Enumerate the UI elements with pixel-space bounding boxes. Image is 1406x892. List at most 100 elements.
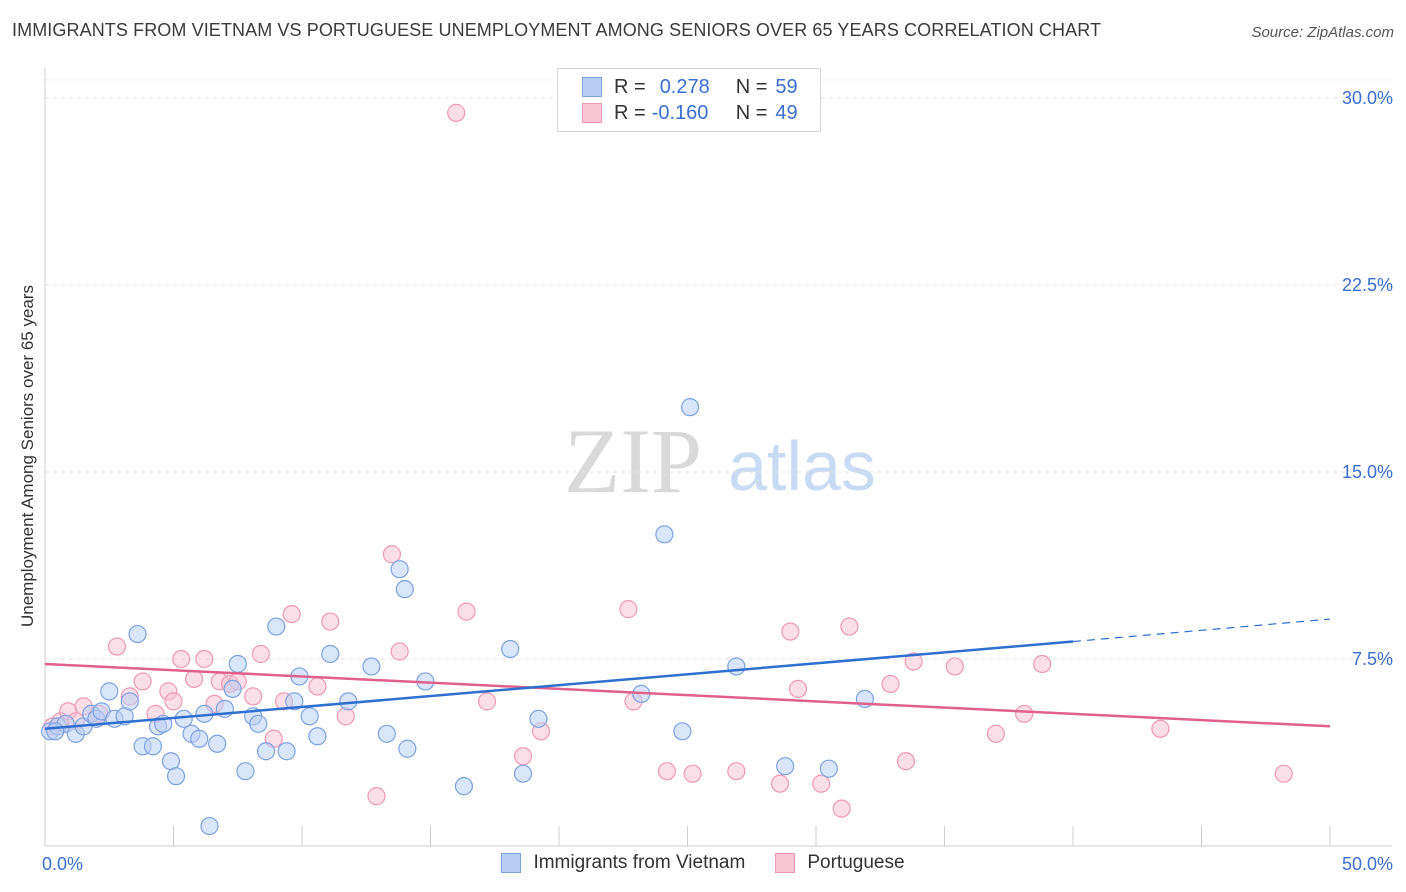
vietnam-point: [529, 709, 548, 728]
vietnam-point: [143, 737, 163, 756]
portuguese-swatch: [582, 103, 602, 123]
portuguese-point: [904, 652, 923, 671]
vietnam-legend-swatch: [501, 853, 522, 873]
portuguese-point: [1015, 704, 1034, 723]
vietnam-point: [819, 759, 838, 778]
legend-row-vietnam: R = 0.278 N = 59: [582, 74, 798, 100]
portuguese-point: [308, 677, 327, 696]
portuguese-point: [832, 799, 851, 818]
vietnam-point: [166, 767, 186, 786]
vietnam-point: [120, 692, 139, 711]
vietnam-point: [256, 742, 276, 761]
vietnam-point: [249, 714, 268, 733]
vietnam-point: [398, 739, 417, 758]
portuguese-n-label: N =: [735, 101, 768, 124]
portuguese-point: [1033, 654, 1052, 674]
vietnam-point: [300, 707, 319, 726]
portuguese-point: [336, 707, 355, 726]
vietnam-point: [727, 657, 746, 676]
portuguese-point: [172, 649, 191, 669]
vietnam-trend-extension: [1072, 618, 1331, 643]
watermark: ZIP atlas: [564, 410, 876, 512]
vietnam-point: [174, 709, 193, 728]
watermark-atlas: atlas: [728, 427, 876, 505]
portuguese-point: [840, 617, 859, 636]
portuguese-point: [986, 724, 1006, 743]
portuguese-n-value: 49: [775, 101, 798, 124]
vietnam-point: [200, 816, 219, 836]
vietnam-trend-line: [44, 640, 1074, 731]
portuguese-point: [812, 774, 831, 793]
vietnam-point: [321, 644, 340, 664]
portuguese-point: [881, 674, 900, 694]
chart-title: IMMIGRANTS FROM VIETNAM VS PORTUGUESE UN…: [12, 20, 1102, 40]
portuguese-point: [195, 649, 214, 669]
portuguese-point: [727, 762, 746, 781]
vietnam-point: [223, 679, 242, 699]
portuguese-point: [788, 679, 808, 699]
portuguese-point: [896, 752, 916, 771]
portuguese-point: [619, 600, 638, 619]
vietnam-point: [673, 722, 692, 741]
vietnam-r-label: R =: [614, 75, 646, 98]
portuguese-point: [1151, 719, 1170, 738]
y-tick-label: 7.5%: [1352, 649, 1393, 669]
vietnam-point: [285, 692, 304, 711]
portuguese-point: [781, 622, 800, 641]
portuguese-point: [390, 642, 409, 661]
portuguese-point: [107, 637, 127, 656]
watermark-zip: ZIP: [564, 410, 702, 512]
grid-lines: [45, 79, 1392, 660]
y-tick-labels: 7.5% 15.0% 22.5% 30.0%: [1342, 88, 1393, 669]
vietnam-n-label: N =: [735, 75, 768, 98]
legend-item-vietnam[interactable]: Immigrants from Vietnam: [501, 852, 745, 874]
vietnam-point: [362, 657, 381, 676]
legend-row-portuguese: R = -0.160 N = 49: [582, 100, 798, 126]
y-axis-label: Unemployment Among Seniors over 65 years: [18, 284, 37, 628]
vietnam-point: [236, 762, 255, 781]
vietnam-point: [377, 724, 396, 743]
y-tick-label: 22.5%: [1342, 275, 1393, 295]
vietnam-point: [228, 654, 247, 674]
vietnam-point: [190, 729, 209, 748]
x-tick-labels: 0.0% 50.0%: [42, 854, 1393, 874]
y-tick-label: 15.0%: [1342, 462, 1393, 482]
portuguese-legend-swatch: [775, 853, 796, 873]
portuguese-point: [457, 602, 476, 621]
legend-item-portuguese[interactable]: Portuguese: [775, 852, 905, 874]
x-tick-label-max: 50.0%: [1342, 854, 1393, 874]
portuguese-point: [477, 692, 497, 711]
vietnam-point: [454, 777, 474, 796]
series-legend: Immigrants from Vietnam Portuguese: [0, 852, 1406, 874]
portuguese-point: [945, 657, 964, 676]
portuguese-point: [321, 612, 340, 631]
portuguese-legend-label: Portuguese: [807, 852, 905, 873]
vietnam-point: [277, 742, 296, 761]
vietnam-point: [308, 727, 327, 746]
vietnam-points: [41, 398, 874, 836]
portuguese-point: [513, 747, 533, 766]
portuguese-point: [770, 774, 790, 793]
portuguese-point: [447, 103, 466, 122]
portuguese-point: [382, 545, 402, 564]
x-tick-label-min: 0.0%: [42, 854, 83, 874]
vietnam-point: [655, 525, 674, 544]
vietnam-point: [208, 734, 227, 753]
vietnam-swatch: [582, 77, 602, 97]
vietnam-r-value: 0.278: [659, 75, 710, 98]
portuguese-r-label: R =: [614, 101, 646, 124]
axes: [44, 68, 1392, 847]
vietnam-point: [513, 764, 533, 783]
portuguese-point: [657, 762, 677, 781]
portuguese-point: [184, 669, 204, 689]
vietnam-point: [501, 639, 520, 659]
source-credit: Source: ZipAtlas.com: [1251, 24, 1394, 41]
vietnam-point: [100, 682, 119, 701]
y-tick-label: 30.0%: [1342, 88, 1393, 108]
vietnam-point: [680, 398, 700, 417]
vietnam-point: [390, 560, 409, 579]
vietnam-legend-label: Immigrants from Vietnam: [533, 852, 746, 873]
portuguese-point: [282, 604, 301, 624]
vietnam-point: [395, 580, 414, 599]
portuguese-point: [1274, 764, 1293, 783]
